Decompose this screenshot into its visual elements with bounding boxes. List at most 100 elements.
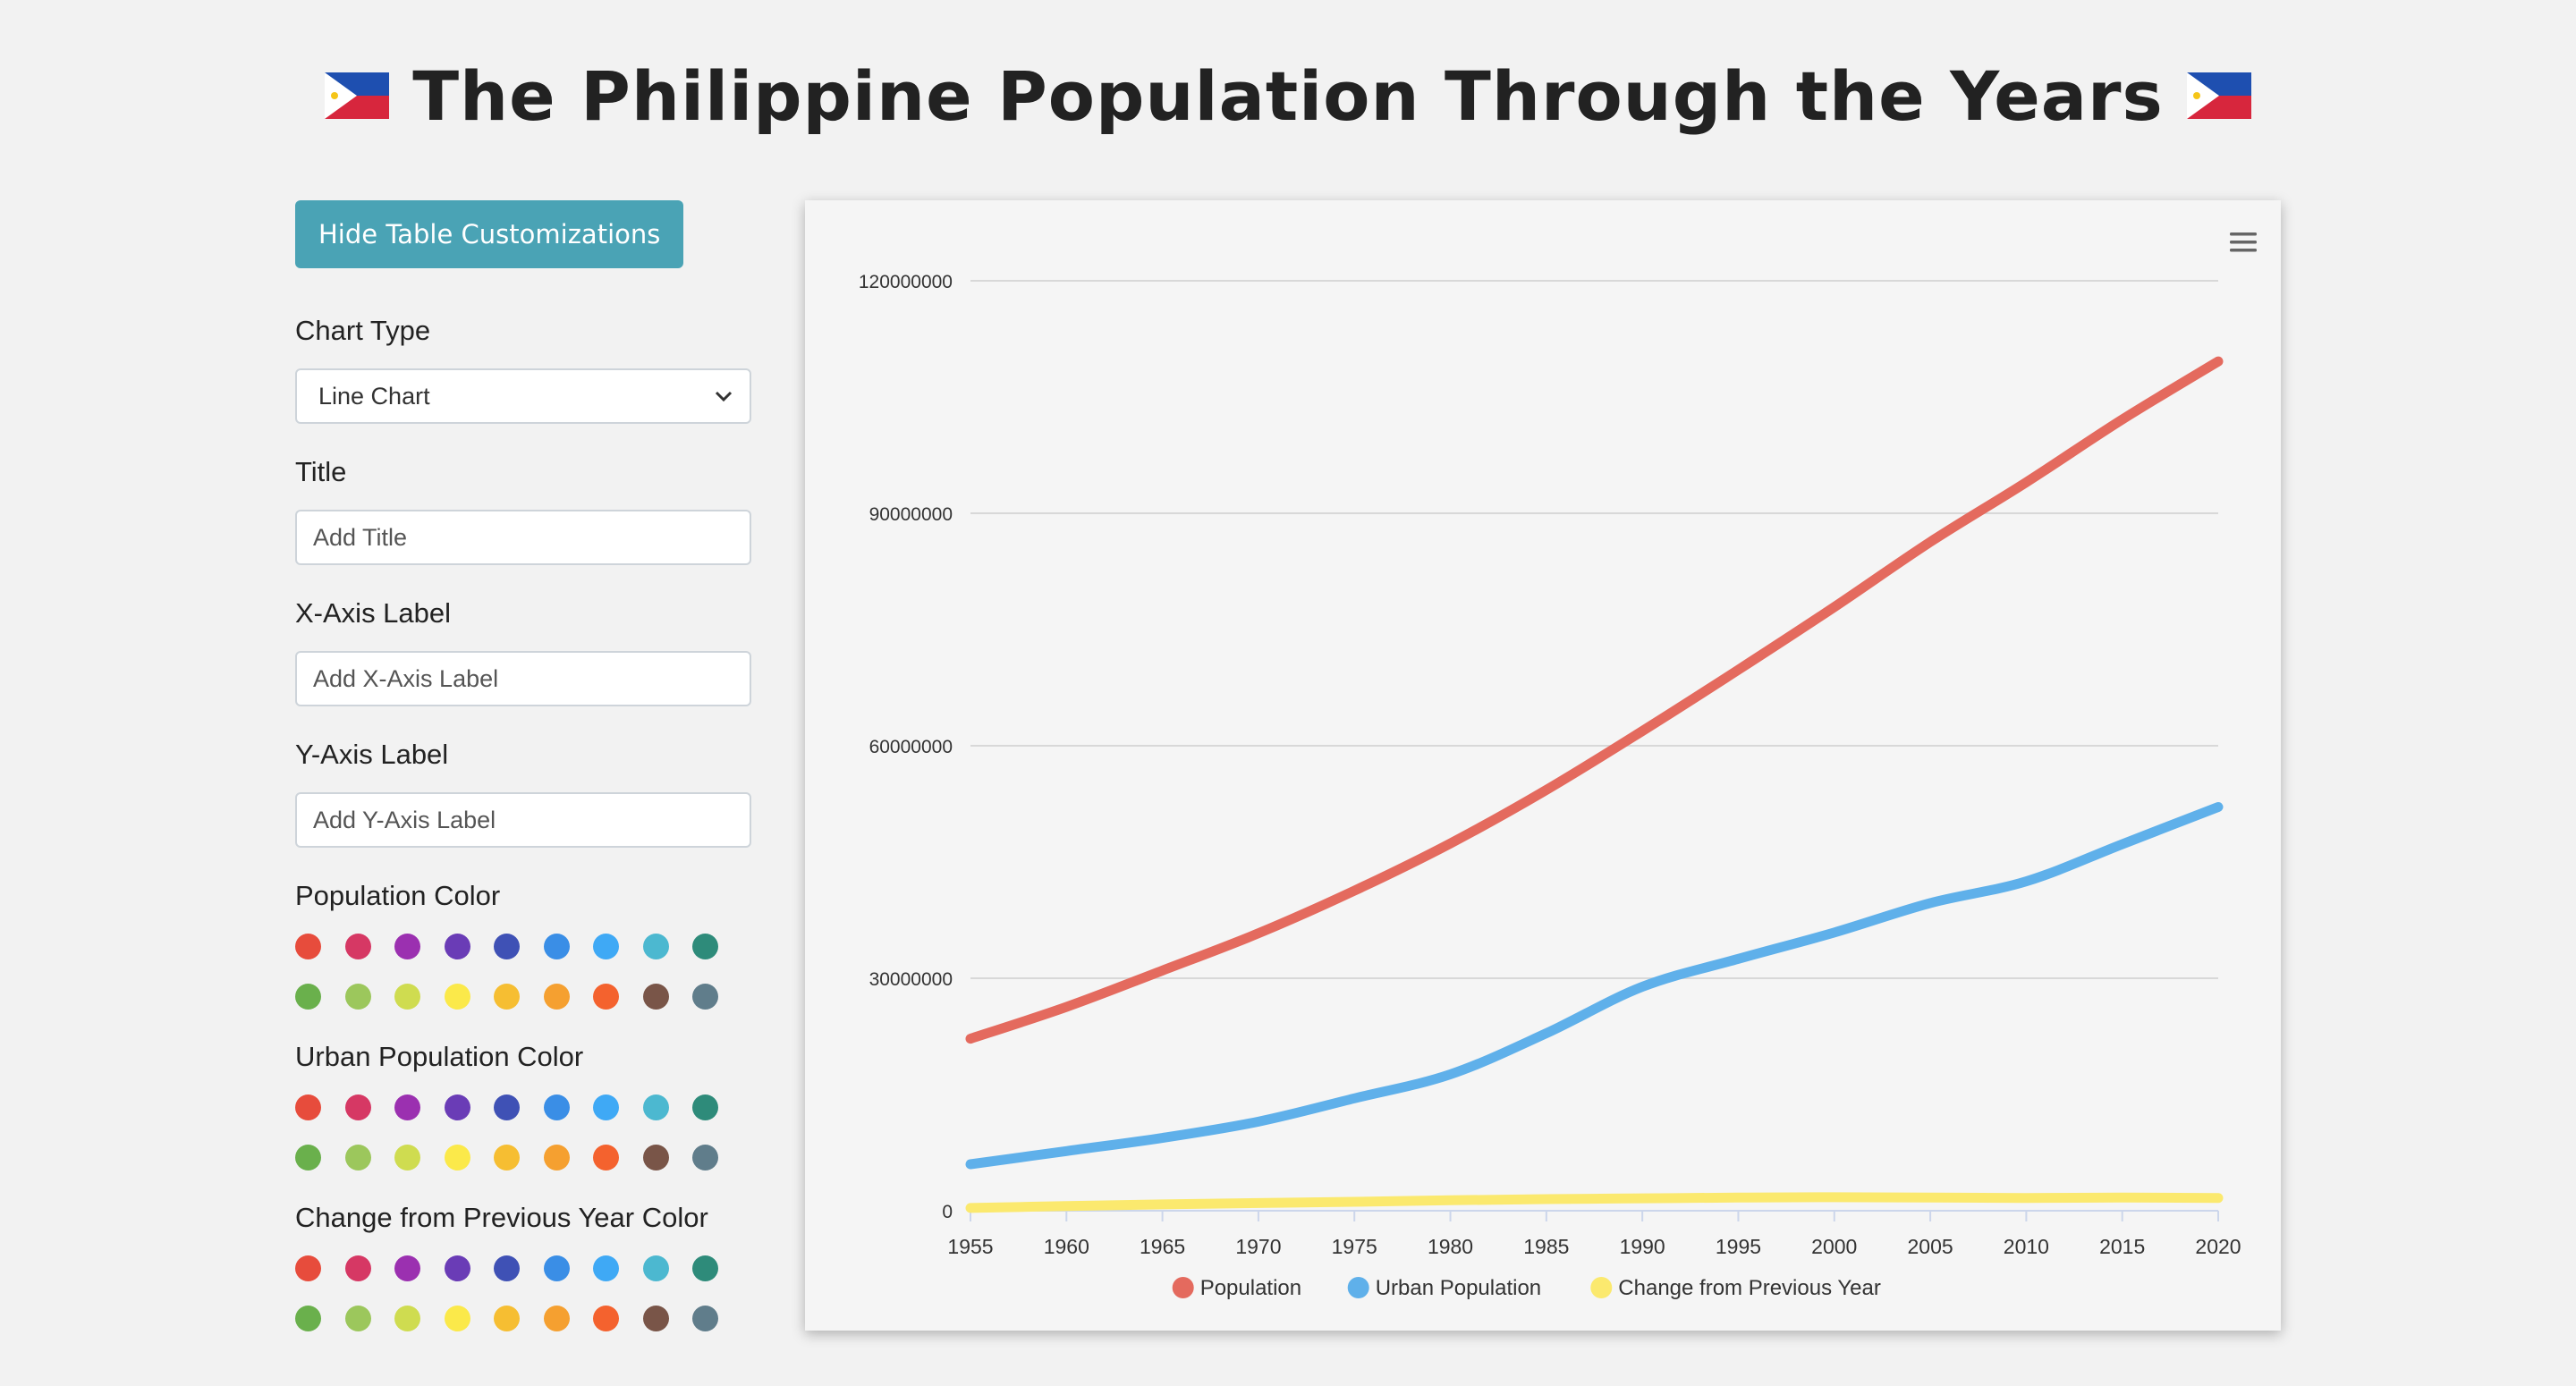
chart-card: 0 30000000 60000000 90000000 120000000 1955 19…	[805, 200, 2281, 1331]
color-swatch[interactable]	[444, 934, 470, 959]
color-swatch[interactable]	[692, 934, 718, 959]
x-tick-label: 2020	[2195, 1235, 2241, 1258]
color-swatch[interactable]	[543, 934, 570, 959]
color-swatch[interactable]	[494, 1145, 520, 1170]
legend-marker[interactable]	[1590, 1277, 1613, 1298]
page-title: The Philippine Population Through the Ye…	[412, 55, 2164, 136]
color-swatch[interactable]	[692, 1094, 718, 1120]
color-swatch[interactable]	[692, 1145, 718, 1170]
color-swatch[interactable]	[394, 934, 420, 959]
color-swatch[interactable]	[444, 1255, 470, 1281]
color-swatch[interactable]	[344, 934, 371, 959]
y-tick-label: 30000000	[869, 969, 953, 990]
color-swatch[interactable]	[593, 1094, 619, 1120]
legend-item[interactable]: Population	[1200, 1276, 1301, 1300]
color-swatch[interactable]	[394, 1094, 420, 1120]
urban-population-line[interactable]	[965, 801, 2224, 1170]
line-chart: 0 30000000 60000000 90000000 120000000 1955 19…	[859, 232, 2257, 1300]
color-swatch[interactable]	[642, 1094, 669, 1120]
color-swatch[interactable]	[494, 934, 520, 959]
y-tick-label: 0	[942, 1202, 953, 1222]
color-swatch[interactable]	[593, 984, 619, 1010]
color-swatch[interactable]	[593, 1145, 619, 1170]
chart-type-value: Line Chart	[318, 383, 430, 410]
color-swatch[interactable]	[692, 984, 718, 1010]
color-swatch[interactable]	[543, 1255, 570, 1281]
color-swatch[interactable]	[593, 1306, 619, 1331]
color-swatch[interactable]	[295, 1145, 321, 1170]
color-swatch[interactable]	[593, 1255, 619, 1281]
chevron-down-icon	[715, 391, 733, 402]
y-axis-label: Y-Axis Label	[295, 739, 449, 770]
x-tick-label: 1955	[947, 1235, 993, 1258]
x-tick-label: 1975	[1332, 1235, 1377, 1258]
legend-item[interactable]: Urban Population	[1376, 1276, 1541, 1300]
color-swatch[interactable]	[295, 1306, 321, 1331]
y-axis-input[interactable]: Add Y-Axis Label	[295, 792, 751, 848]
color-swatch[interactable]	[444, 1145, 470, 1170]
color-swatch[interactable]	[295, 1255, 321, 1281]
x-tick-label: 1970	[1235, 1235, 1281, 1258]
y-tick-label: 90000000	[869, 504, 953, 525]
philippines-flag-icon	[325, 72, 390, 119]
hamburger-menu-icon[interactable]	[2230, 241, 2257, 244]
color-swatch[interactable]	[295, 934, 321, 959]
title-label: Title	[295, 456, 347, 487]
color-swatch[interactable]	[593, 934, 619, 959]
color-swatch[interactable]	[494, 1094, 520, 1120]
color-swatch[interactable]	[642, 934, 669, 959]
color-swatch[interactable]	[394, 1255, 420, 1281]
color-swatch[interactable]	[444, 1094, 470, 1120]
x-tick-label: 2005	[1907, 1235, 1953, 1258]
color-swatch[interactable]	[543, 1145, 570, 1170]
color-swatch[interactable]	[494, 1306, 520, 1331]
x-axis-input[interactable]: Add X-Axis Label	[295, 651, 751, 706]
color-swatch[interactable]	[642, 1255, 669, 1281]
color-swatch[interactable]	[344, 984, 371, 1010]
hamburger-menu-icon[interactable]	[2230, 249, 2257, 252]
hamburger-menu-icon[interactable]	[2230, 232, 2257, 236]
color-swatch[interactable]	[444, 1306, 470, 1331]
x-tick-label: 2015	[2099, 1235, 2145, 1258]
chart-type-label: Chart Type	[295, 315, 431, 346]
title-row: The Philippine Population Through the Ye…	[0, 46, 2576, 145]
y-tick-label: 120000000	[859, 272, 953, 292]
color-swatch[interactable]	[394, 1306, 420, 1331]
change-color-label: Change from Previous Year Color	[295, 1202, 708, 1233]
urban-population-color-label: Urban Population Color	[295, 1041, 584, 1072]
color-swatch[interactable]	[295, 1094, 321, 1120]
population-line[interactable]	[965, 356, 2224, 1044]
x-tick-label: 1995	[1716, 1235, 1761, 1258]
y-tick-label: 60000000	[869, 737, 953, 757]
color-swatch[interactable]	[344, 1094, 371, 1120]
color-swatch[interactable]	[344, 1145, 371, 1170]
color-swatch[interactable]	[692, 1306, 718, 1331]
chart-type-select[interactable]: Line Chart	[295, 368, 751, 424]
color-swatch[interactable]	[494, 984, 520, 1010]
hide-customizations-button[interactable]: Hide Table Customizations	[295, 200, 684, 268]
color-swatch[interactable]	[543, 1306, 570, 1331]
x-tick-label: 1985	[1523, 1235, 1569, 1258]
color-swatch[interactable]	[494, 1255, 520, 1281]
color-swatch[interactable]	[344, 1306, 371, 1331]
color-swatch[interactable]	[642, 984, 669, 1010]
change-from-previous-year-line[interactable]	[965, 1192, 2224, 1213]
color-swatch[interactable]	[394, 1145, 420, 1170]
x-tick-label: 1960	[1044, 1235, 1089, 1258]
x-tick-label: 1980	[1428, 1235, 1473, 1258]
color-swatch[interactable]	[344, 1255, 371, 1281]
color-swatch[interactable]	[692, 1255, 718, 1281]
color-swatch[interactable]	[444, 984, 470, 1010]
color-swatch[interactable]	[394, 984, 420, 1010]
color-swatch[interactable]	[295, 984, 321, 1010]
legend-item[interactable]: Change from Previous Year	[1618, 1276, 1881, 1300]
population-color-label: Population Color	[295, 880, 501, 911]
color-swatch[interactable]	[543, 1094, 570, 1120]
legend-marker[interactable]	[1172, 1277, 1194, 1298]
color-swatch[interactable]	[642, 1145, 669, 1170]
title-input[interactable]: Add Title	[295, 510, 751, 565]
x-axis-label: X-Axis Label	[295, 597, 452, 629]
legend-marker[interactable]	[1347, 1277, 1369, 1298]
color-swatch[interactable]	[642, 1306, 669, 1331]
color-swatch[interactable]	[543, 984, 570, 1010]
